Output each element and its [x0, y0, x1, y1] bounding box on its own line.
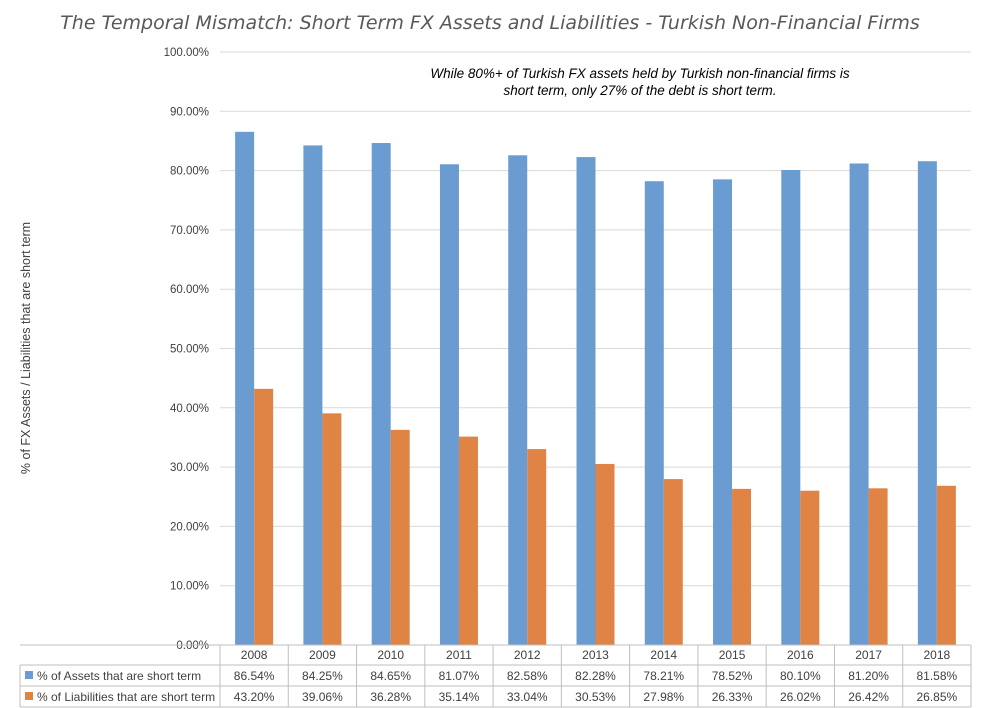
bar-liabilities: [800, 490, 820, 645]
x-tick-label: 2013: [582, 648, 609, 662]
y-tick-label: 70.00%: [170, 225, 209, 237]
bar-liabilities: [458, 436, 478, 645]
data-table-cell: 33.04%: [507, 690, 548, 704]
y-tick-label: 40.00%: [170, 403, 209, 415]
data-table: 2008 2009 2010 2011 2012 2013 2014 2015 2016 2017…: [19, 644, 972, 708]
bars: [235, 131, 956, 646]
bar-assets: [508, 155, 528, 645]
data-table-cell: 84.25%: [302, 669, 343, 683]
y-tick-label: 50.00%: [170, 344, 209, 356]
data-table-cell: 43.20%: [234, 690, 275, 704]
bar-assets: [781, 170, 801, 645]
bar-assets: [303, 145, 323, 645]
y-tick-label: 10.00%: [170, 581, 209, 593]
data-table-cell: 82.28%: [575, 669, 616, 683]
data-table-cell: 26.42%: [848, 690, 889, 704]
x-tick-label: 2017: [855, 648, 882, 662]
bar-assets: [917, 161, 937, 646]
data-table-cell: 26.33%: [712, 690, 753, 704]
y-tick-labels: 0.00% 10.00% 20.00% 30.00% 40.00% 50.00% 60.00…: [164, 47, 209, 652]
bar-assets: [644, 181, 664, 645]
y-tick-label: 0.00%: [176, 640, 209, 652]
data-table-cell: 86.54%: [234, 669, 275, 683]
annotation-line-2: short term, only 27% of the debt is shor…: [503, 83, 776, 98]
x-tick-label: 2009: [309, 648, 336, 662]
legend-label: % of Liabilities that are short term: [37, 690, 215, 704]
y-tick-label: 30.00%: [170, 462, 209, 474]
bar-assets: [849, 163, 869, 645]
bar-assets: [713, 179, 733, 645]
annotation-line-1: While 80%+ of Turkish FX assets held by …: [430, 66, 850, 81]
data-table-cell: 78.21%: [643, 669, 684, 683]
y-tick-label: 60.00%: [170, 284, 209, 296]
x-tick-label: 2010: [377, 648, 404, 662]
bar-liabilities: [595, 463, 615, 645]
y-tick-label: 80.00%: [170, 166, 209, 178]
legend-swatch: [25, 671, 33, 679]
bar-assets: [439, 164, 459, 646]
bar-liabilities: [322, 413, 342, 645]
bar-liabilities: [527, 449, 547, 645]
data-table-cell: 84.65%: [370, 669, 411, 683]
bar-assets: [371, 143, 391, 645]
data-table-cell: 82.58%: [507, 669, 548, 683]
bar-liabilities: [732, 488, 752, 645]
data-table-cell: 81.20%: [848, 669, 889, 683]
bar-liabilities: [663, 479, 683, 645]
data-table-cell: 81.07%: [439, 669, 480, 683]
data-table-cell: 30.53%: [575, 690, 616, 704]
bar-assets: [576, 157, 596, 646]
data-table-cell: 36.28%: [370, 690, 411, 704]
data-table-cell: 35.14%: [439, 690, 480, 704]
data-table-cell: 81.58%: [917, 669, 958, 683]
data-table-cell: 39.06%: [302, 690, 343, 704]
x-tick-label: 2016: [787, 648, 814, 662]
x-tick-label: 2012: [514, 648, 541, 662]
bar-liabilities: [390, 429, 410, 645]
data-table-cell: 27.98%: [643, 690, 684, 704]
y-tick-label: 20.00%: [170, 521, 209, 533]
x-tick-label: 2015: [719, 648, 746, 662]
y-axis-label: % of FX Assets / Liabilities that are sh…: [19, 222, 33, 474]
bar-assets: [235, 131, 255, 645]
x-tick-label: 2018: [924, 648, 951, 662]
bar-liabilities: [868, 488, 888, 645]
bar-liabilities: [254, 388, 274, 645]
y-tick-label: 90.00%: [170, 106, 209, 118]
y-tick-label: 100.00%: [164, 47, 209, 59]
bar-liabilities: [936, 485, 956, 645]
x-tick-label: 2008: [241, 648, 268, 662]
x-tick-label: 2014: [650, 648, 677, 662]
legend-label: % of Assets that are short term: [37, 669, 201, 683]
data-table-cell: 80.10%: [780, 669, 821, 683]
data-table-cell: 26.85%: [917, 690, 958, 704]
legend-swatch: [25, 692, 33, 700]
data-table-cell: 78.52%: [712, 669, 753, 683]
data-table-cell: 26.02%: [780, 690, 821, 704]
chart-title: The Temporal Mismatch: Short Term FX Ass…: [60, 12, 920, 34]
x-tick-label: 2011: [446, 648, 472, 662]
